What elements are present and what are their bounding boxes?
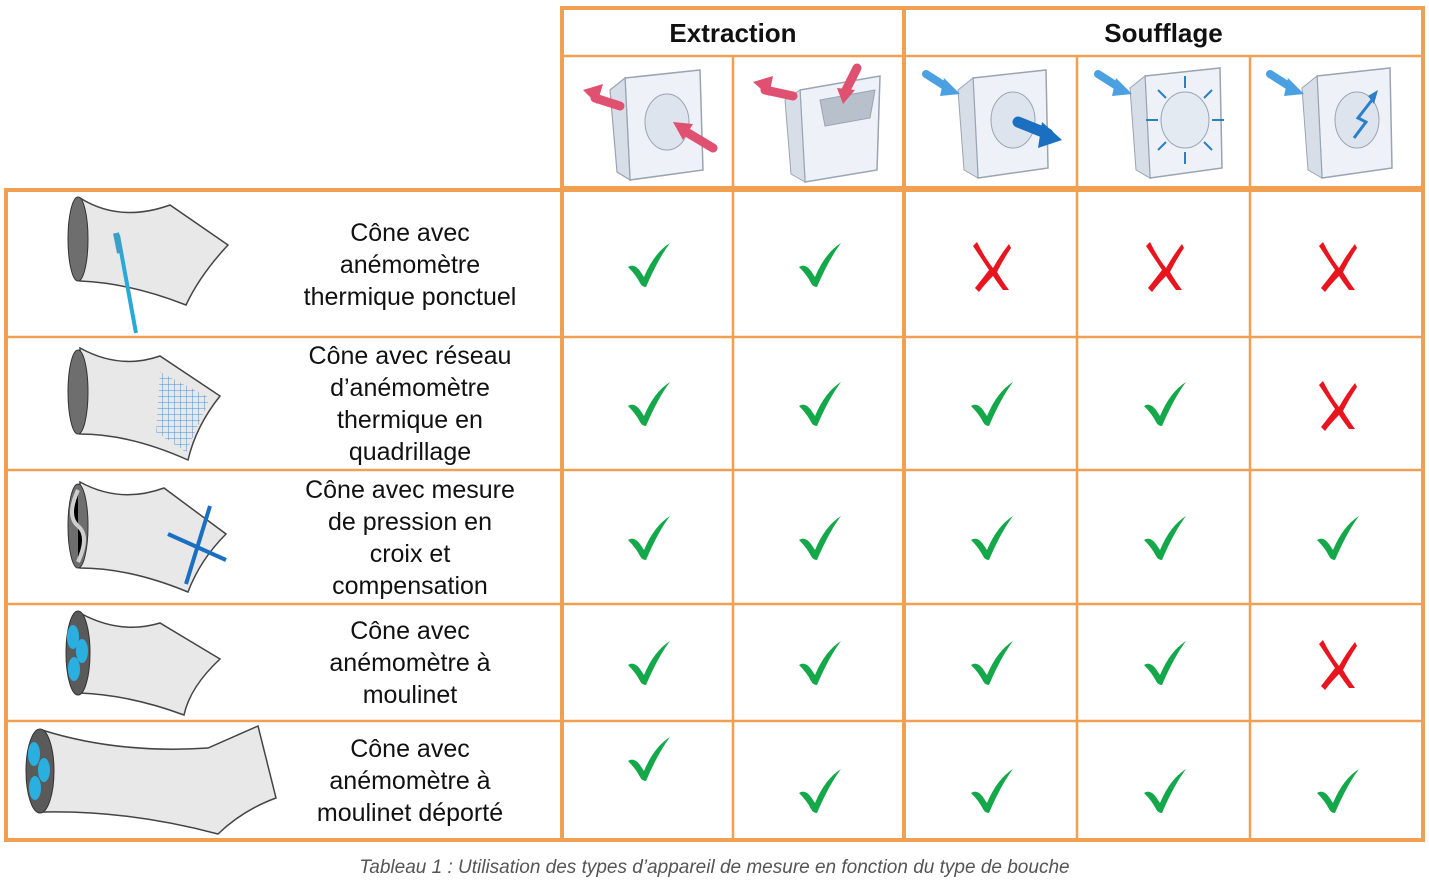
row-label-remote-vane: Cône avec anémomètre à moulinet déporté [316, 735, 504, 827]
cone-thermal-probe-icon [60, 193, 240, 335]
check-icon [906, 471, 1077, 604]
cone-thermal-grid-icon [60, 342, 240, 468]
header-extraction: Extraction [669, 17, 797, 48]
check-icon [906, 732, 1077, 850]
check-icon [906, 605, 1077, 721]
row-label-thermal-probe: Cône avec anémomètre thermique ponctuel [303, 218, 517, 311]
check-icon [735, 338, 904, 470]
check-icon [564, 700, 733, 818]
check-icon [1079, 338, 1250, 470]
cone-pressure-cross-icon [60, 476, 240, 600]
extraction-vent-flap-icon [745, 60, 895, 185]
check-icon [564, 338, 733, 470]
check-icon [735, 605, 904, 721]
cone-vane-icon [60, 607, 240, 719]
cross-icon [1252, 338, 1423, 470]
cross-icon [1252, 192, 1423, 337]
row-label-pressure-cross: Cône avec mesure de pression en croix et… [305, 475, 515, 600]
check-icon [735, 471, 904, 604]
cross-icon [906, 192, 1077, 337]
check-icon [735, 732, 904, 850]
check-icon [906, 338, 1077, 470]
extraction-vent-icon [575, 60, 725, 185]
cross-icon [1079, 192, 1250, 337]
check-icon [564, 605, 733, 721]
check-icon [564, 192, 733, 337]
header-soufflage: Soufflage [1104, 17, 1223, 48]
check-icon [1252, 732, 1423, 850]
check-icon [735, 192, 904, 337]
cross-icon [1252, 605, 1423, 721]
check-icon [1079, 732, 1250, 850]
check-icon [564, 471, 733, 604]
table-caption: Tableau 1 : Utilisation des types d’appa… [359, 857, 1070, 878]
check-icon [1079, 471, 1250, 604]
cone-remote-vane-icon [18, 724, 283, 838]
row-label-vane: Cône avec anémomètre à moulinet [329, 617, 491, 709]
check-icon [1079, 605, 1250, 721]
supply-vent-diffuser-icon [1090, 60, 1240, 185]
supply-vent-swirl-icon [1262, 60, 1412, 185]
check-icon [1252, 471, 1423, 604]
supply-vent-icon [918, 60, 1068, 185]
row-label-thermal-grid: Cône avec réseau d’anémomètre thermique … [308, 342, 512, 466]
